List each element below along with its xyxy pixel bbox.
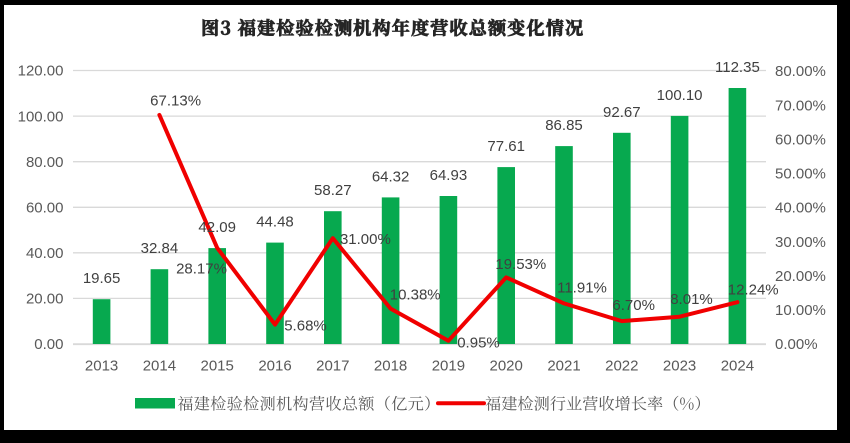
svg-text:10.38%: 10.38% (390, 287, 441, 304)
svg-text:50.00%: 50.00% (775, 166, 826, 183)
svg-text:2018: 2018 (374, 358, 407, 375)
svg-text:40.00: 40.00 (26, 245, 64, 262)
svg-text:2019: 2019 (432, 358, 465, 375)
svg-text:5.68%: 5.68% (284, 318, 327, 335)
svg-text:80.00: 80.00 (26, 154, 64, 171)
svg-text:60.00: 60.00 (26, 200, 64, 217)
svg-text:70.00%: 70.00% (775, 97, 826, 114)
svg-text:30.00%: 30.00% (775, 234, 826, 251)
svg-text:2015: 2015 (201, 358, 234, 375)
svg-text:31.00%: 31.00% (340, 231, 391, 248)
svg-text:2022: 2022 (605, 358, 638, 375)
svg-text:40.00%: 40.00% (775, 200, 826, 217)
svg-text:44.48: 44.48 (256, 214, 294, 231)
svg-text:58.27: 58.27 (314, 182, 352, 199)
svg-text:2014: 2014 (143, 358, 176, 375)
svg-text:64.32: 64.32 (372, 168, 410, 185)
svg-text:112.35: 112.35 (715, 59, 760, 76)
svg-text:11.91%: 11.91% (557, 280, 607, 297)
svg-text:120.00: 120.00 (18, 63, 64, 80)
svg-text:92.67: 92.67 (603, 104, 641, 121)
svg-text:28.17%: 28.17% (176, 261, 227, 278)
svg-text:19.53%: 19.53% (495, 256, 546, 273)
svg-text:0.00%: 0.00% (775, 336, 818, 353)
svg-text:8.01%: 8.01% (670, 291, 713, 308)
svg-text:6.70%: 6.70% (612, 297, 655, 314)
svg-text:77.61: 77.61 (487, 138, 525, 155)
svg-text:2016: 2016 (258, 358, 291, 375)
svg-text:20.00: 20.00 (26, 291, 64, 308)
svg-text:2021: 2021 (547, 358, 580, 375)
svg-text:10.00%: 10.00% (775, 302, 826, 319)
svg-text:32.84: 32.84 (141, 240, 179, 257)
svg-text:2023: 2023 (663, 358, 696, 375)
svg-text:80.00%: 80.00% (775, 63, 826, 80)
svg-text:2024: 2024 (721, 358, 754, 375)
svg-text:60.00%: 60.00% (775, 131, 826, 148)
svg-text:0.00: 0.00 (34, 336, 63, 353)
svg-text:100.10: 100.10 (657, 87, 703, 104)
svg-text:12.24%: 12.24% (728, 281, 779, 298)
svg-text:19.65: 19.65 (83, 270, 121, 287)
svg-text:42.09: 42.09 (198, 219, 236, 236)
svg-text:0.95%: 0.95% (457, 335, 500, 352)
svg-text:20.00%: 20.00% (775, 268, 826, 285)
svg-text:64.93: 64.93 (430, 167, 468, 184)
svg-text:67.13%: 67.13% (150, 93, 201, 110)
svg-text:2013: 2013 (85, 358, 118, 375)
svg-text:2017: 2017 (316, 358, 349, 375)
svg-text:86.85: 86.85 (545, 117, 583, 134)
svg-text:100.00: 100.00 (18, 108, 64, 125)
svg-text:2020: 2020 (490, 358, 523, 375)
